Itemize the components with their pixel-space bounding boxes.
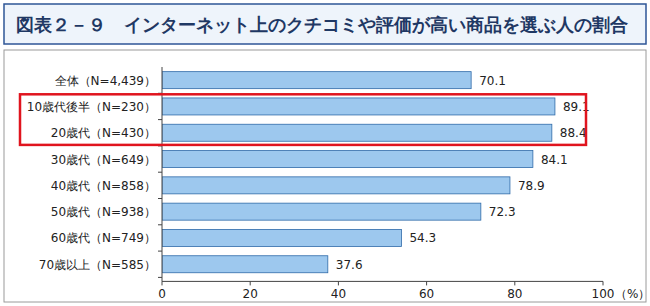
x-tick-label: 0 (158, 287, 166, 301)
category-label: 30歳代（N=649） (51, 153, 156, 167)
data-label: 88.4 (560, 126, 587, 140)
x-tick (338, 281, 339, 285)
data-label: 54.3 (409, 231, 436, 245)
title: 図表２－９ インターネット上のクチコミや評価が高い商品を選ぶ人の割合 (16, 14, 628, 35)
category-label: 20歳代（N=430） (51, 126, 156, 140)
x-axis (162, 281, 603, 282)
x-tick (250, 281, 251, 285)
x-tick-label: 20 (243, 287, 258, 301)
bar (162, 151, 533, 168)
category-tick (158, 251, 162, 252)
data-label: 78.9 (518, 179, 545, 193)
category-tick (158, 172, 162, 173)
x-tick (426, 281, 427, 285)
x-tick-label: 40 (331, 287, 346, 301)
title-box (4, 4, 646, 44)
category-label: 60歳代（N=749） (51, 231, 156, 245)
category-label: 70歳以上（N=585） (39, 258, 156, 272)
data-label: 70.1 (479, 74, 506, 88)
bar (162, 177, 510, 194)
category-label: 50歳代（N=938） (51, 205, 156, 219)
highlight-frame (20, 94, 586, 145)
x-axis-label: （%） (615, 287, 650, 301)
chart-frame (4, 50, 646, 302)
category-tick (158, 224, 162, 225)
chart-svg: 図表２－９ インターネット上のクチコミや評価が高い商品を選ぶ人の割合全体（N=4… (0, 0, 650, 306)
bar (162, 124, 552, 141)
labels: 全体（N=4,439）70.110歳代後半（N=230）89.120歳代（N=4… (27, 74, 590, 272)
bar (162, 256, 328, 273)
data-label: 84.1 (541, 153, 568, 167)
category-tick (158, 198, 162, 199)
bar (162, 98, 555, 115)
bar (162, 203, 481, 220)
bars (162, 72, 555, 273)
bar (162, 72, 471, 89)
category-label: 全体（N=4,439） (55, 74, 156, 88)
category-label: 40歳代（N=858） (51, 179, 156, 193)
data-label: 37.6 (336, 258, 363, 272)
chart-root: 図表２－９ インターネット上のクチコミや評価が高い商品を選ぶ人の割合全体（N=4… (0, 0, 650, 306)
x-tick (603, 281, 604, 285)
category-label: 10歳代後半（N=230） (27, 100, 156, 114)
x-tick (162, 281, 163, 285)
data-label: 72.3 (489, 205, 516, 219)
category-tick (158, 277, 162, 278)
category-tick (158, 119, 162, 120)
x-tick-label: 100 (592, 287, 615, 301)
y-axis (162, 67, 163, 281)
x-tick-label: 60 (419, 287, 434, 301)
x-tick-label: 80 (507, 287, 522, 301)
bar (162, 229, 401, 246)
x-tick (514, 281, 515, 285)
